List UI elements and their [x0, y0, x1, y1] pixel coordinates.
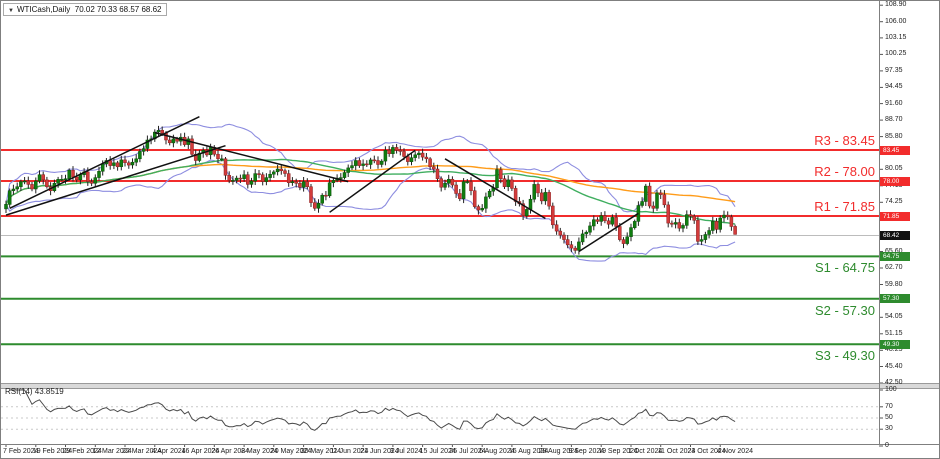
bollinger-upper-band	[5, 123, 736, 213]
symbol-timeframe-label: WTICash,Daily	[16, 5, 71, 14]
trendlines-layer[interactable]	[5, 116, 639, 253]
time-axis-border	[1, 444, 939, 445]
pane-divider[interactable]	[1, 383, 939, 389]
chevron-down-icon: ▼	[8, 8, 14, 14]
rsi-value: 43.8519	[34, 387, 64, 396]
bollinger-lower-band	[5, 159, 736, 262]
rsi-line	[9, 389, 736, 431]
sma-fast-line	[5, 158, 736, 225]
rsi-indicator-label: RSI(14) 43.8519	[5, 387, 64, 396]
sma-slow-line	[5, 163, 736, 205]
price-axis-border	[879, 1, 880, 444]
levels-layer	[1, 149, 879, 346]
quote-ohlc-label: 70.02 70.33 68.57 68.62	[74, 5, 162, 14]
rsi-name: RSI(14)	[5, 387, 33, 396]
symbol-info-box[interactable]: ▼ WTICash,Daily 70.02 70.33 68.57 68.62	[3, 3, 167, 16]
